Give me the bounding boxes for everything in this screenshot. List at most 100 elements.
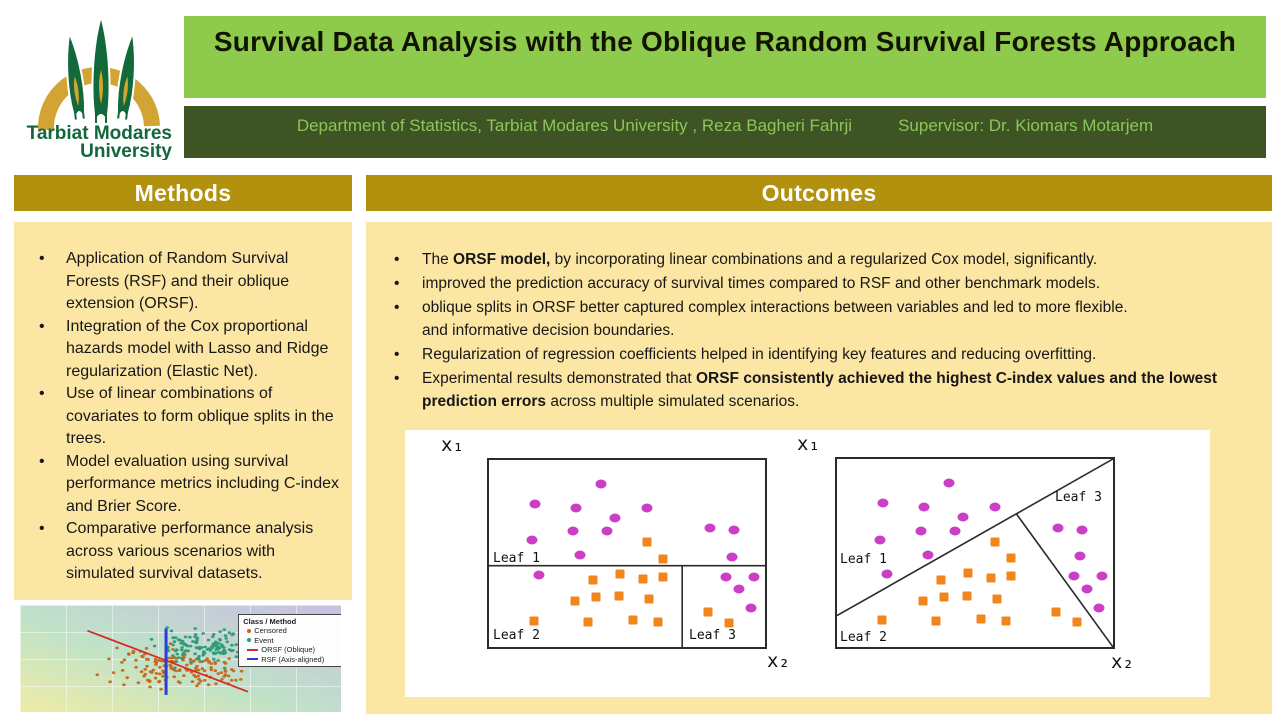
square-marker: [570, 596, 580, 606]
censored-point: [223, 673, 228, 677]
circle-marker: [641, 503, 653, 513]
square-marker: [653, 617, 663, 627]
circle-marker: [915, 526, 927, 536]
oblique-split-diagram: Leaf 1 Leaf 2 Leaf 3: [835, 457, 1115, 649]
event-point: [179, 641, 183, 645]
circle-marker: [1093, 603, 1105, 613]
event-point: [184, 643, 188, 647]
censored-point: [185, 663, 189, 667]
circle-marker: [720, 572, 732, 581]
censored-point: [239, 669, 244, 673]
square-marker: [1051, 607, 1061, 617]
methods-section-header: Methods: [14, 175, 352, 211]
square-marker: [992, 594, 1002, 604]
circle-marker: [595, 479, 607, 489]
censored-point: [148, 685, 152, 689]
event-point: [183, 649, 187, 653]
censored-point: [195, 684, 199, 688]
square-marker: [976, 614, 986, 624]
censored-point: [111, 671, 116, 674]
legend-line-swatch: [247, 648, 259, 651]
censored-point: [95, 673, 100, 677]
supervisor-text: Supervisor: Dr. Kiomars Motarjem: [898, 116, 1154, 135]
square-marker: [638, 574, 648, 584]
event-point: [173, 649, 178, 653]
event-point: [180, 646, 184, 649]
circle-marker: [1081, 584, 1093, 594]
censored-point: [202, 678, 207, 682]
event-point: [174, 660, 179, 663]
event-point: [188, 644, 193, 648]
legend-rows: Censored Event ORSF (Oblique) RSF (Axis-ali…: [243, 626, 341, 664]
outcomes-title: Outcomes: [761, 179, 877, 206]
square-marker: [1001, 616, 1011, 626]
event-point: [178, 638, 182, 642]
affiliation-text: Department of Statistics, Tarbiat Modare…: [296, 116, 853, 135]
square-marker: [1006, 553, 1016, 563]
square-marker: [529, 616, 539, 626]
event-point: [201, 650, 206, 653]
circle-marker: [918, 502, 930, 512]
leaf1-label-right: Leaf 1: [840, 552, 887, 567]
censored-point: [196, 674, 201, 678]
censored-point: [223, 669, 228, 672]
event-point: [171, 636, 175, 640]
censored-point: [153, 657, 158, 661]
oblique-points: [837, 459, 1113, 647]
censored-point: [127, 653, 131, 656]
censored-point: [216, 672, 221, 675]
event-point: [183, 635, 188, 639]
censored-point: [153, 676, 158, 680]
square-marker: [936, 575, 945, 585]
legend-entry: Event: [243, 636, 341, 646]
event-point: [219, 652, 223, 655]
event-point: [201, 632, 205, 635]
square-marker: [877, 615, 887, 625]
square-marker: [963, 568, 973, 578]
event-point: [169, 629, 174, 633]
censored-point: [107, 657, 111, 661]
censored-point: [122, 683, 126, 687]
event-point: [171, 654, 175, 657]
legend-label: Censored: [254, 626, 287, 636]
circle-marker: [748, 572, 760, 581]
square-marker: [615, 569, 625, 578]
censored-point: [203, 659, 208, 662]
event-point: [234, 643, 238, 647]
censored-point: [209, 662, 213, 665]
square-marker: [588, 575, 597, 585]
censored-point: [190, 680, 195, 683]
censored-point: [213, 662, 217, 665]
poster-title: Survival Data Analysis with the Oblique …: [213, 26, 1237, 57]
square-marker: [1006, 571, 1016, 581]
censored-point: [139, 670, 144, 674]
censored-point: [146, 658, 151, 661]
event-point: [193, 627, 197, 630]
circle-marker: [570, 503, 582, 513]
circle-marker: [989, 502, 1001, 512]
square-marker: [614, 591, 624, 601]
bullet-item: Integration of the Cox proportional haza…: [14, 316, 344, 384]
bullet-item: The ORSF model, by incorporating linear …: [366, 248, 1254, 271]
scatter-legend: Class / Method Censored Event ORSF (Obliqu…: [238, 613, 341, 668]
event-point: [200, 660, 205, 663]
censored-point: [200, 667, 205, 671]
methods-title: Methods: [134, 179, 232, 206]
censored-point: [172, 675, 176, 679]
legend-line-swatch: [247, 658, 259, 661]
censored-point: [168, 642, 173, 645]
censored-point: [157, 672, 162, 676]
censored-point: [136, 681, 141, 685]
circle-marker: [943, 478, 955, 488]
subtitle-banner: Department of Statistics, Tarbiat Modare…: [184, 106, 1266, 158]
event-point: [177, 656, 181, 659]
title-banner: Survival Data Analysis with the Oblique …: [184, 16, 1266, 98]
bullet-item: Model evaluation using survival performa…: [14, 451, 344, 519]
censored-point: [171, 648, 175, 651]
bullet-item: Regularization of regression coefficient…: [366, 343, 1254, 366]
event-point: [194, 646, 199, 650]
bullet-item: Use of linear combinations of covariates…: [14, 383, 344, 451]
circle-marker: [726, 552, 738, 562]
censored-point: [226, 674, 231, 678]
censored-point: [147, 680, 152, 683]
